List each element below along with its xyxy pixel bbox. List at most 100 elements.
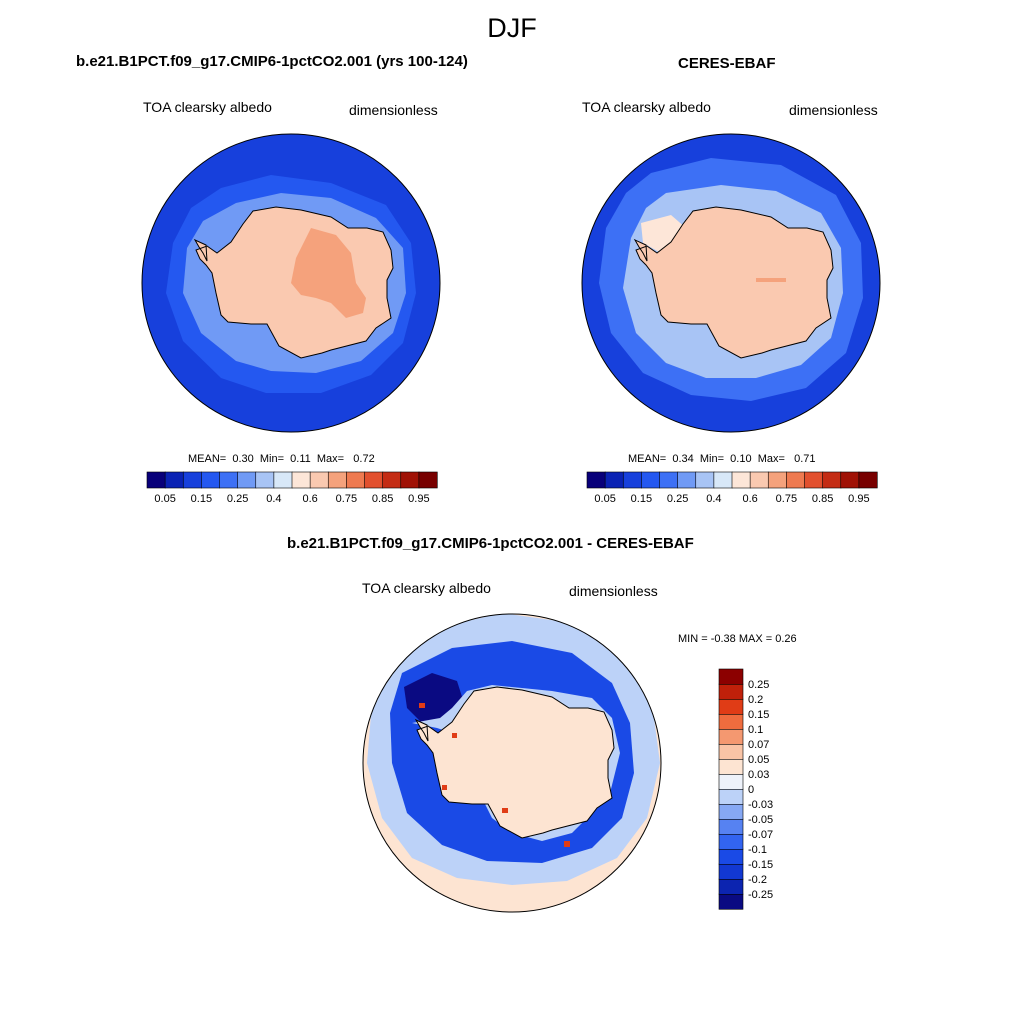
colorbar-1-swatch [327,471,347,489]
colorbar-1-tick-label: 0.85 [372,493,393,505]
colorbar-3-tick-label: 0.25 [748,679,769,691]
hotspot [502,808,508,813]
colorbar-2-swatch [804,471,824,489]
colorbar-3-swatch [718,833,744,850]
colorbars: 0.05 0.15 0.25 0.4 0.6 0.75 0.85 0.95 0.05 0.15 0.… [146,471,878,910]
colorbar-3-tick-label: 0.05 [748,754,769,766]
colorbar-3-swatch [718,698,744,715]
colorbar-1-swatch [346,471,366,489]
colorbar-3-tick-label: -0.25 [748,889,773,901]
panel-3-variable-label: TOA clearsky albedo [362,580,491,596]
colorbar-2-swatch [749,471,769,489]
colorbar-2-tick-label: 0.95 [848,493,869,505]
colorbar-3-tick-label: -0.2 [748,874,767,886]
colorbar-2-swatch [786,471,806,489]
panel-2-variable-label: TOA clearsky albedo [582,99,711,115]
interior-plateau [291,228,366,318]
colorbar-1-tick-label: 0.75 [336,493,357,505]
colorbar-1-tick-label: 0.95 [408,493,429,505]
colorbar-3-tick-label: -0.05 [748,814,773,826]
map-border [581,133,881,433]
panel-1-map [141,133,441,433]
map-border [362,613,662,913]
panel-3-stats: MIN = -0.38 MAX = 0.26 [678,633,797,645]
colorbar-1-swatch [255,471,275,489]
colorbar-3-swatch [718,728,744,745]
colorbar-2-swatch [641,471,661,489]
colorbar-1-tick-label: 0.25 [227,493,248,505]
colorbar-3-tick-label: 0.1 [748,724,763,736]
colorbar-1-swatch [400,471,420,489]
colorbar-1-swatch [309,471,329,489]
panel-2-map [581,133,881,433]
colorbar-2-tick-label: 0.25 [667,493,688,505]
colorbar-1-tick-label: 0.05 [154,493,175,505]
figure-title: DJF [487,13,537,43]
colorbar-3-swatch [718,788,744,805]
panel-1-units-label: dimensionless [349,102,438,118]
panel-1-stats: MEAN= 0.30 Min= 0.11 Max= 0.72 [188,453,375,465]
colorbar-3-tick-label: -0.03 [748,799,773,811]
panel-3-map [362,613,662,913]
colorbar-1-tick-label: 0.4 [266,493,281,505]
colorbar-3-swatch [718,683,744,700]
colorbar-2-swatch [586,471,606,489]
panel-1-title: b.e21.B1PCT.f09_g17.CMIP6-1pctCO2.001 (y… [76,53,468,70]
colorbar-2-swatch [677,471,697,489]
hotspot [419,703,425,708]
colorbar-3-swatch [718,668,744,685]
panel-3-units-label: dimensionless [569,583,658,599]
colorbar-1-tick-label: 0.15 [191,493,212,505]
interior-streak [756,278,786,282]
colorbar-3-swatch [718,743,744,760]
colorbar-1-swatch [418,471,438,489]
colorbar-1-swatch [364,471,384,489]
colorbar-2-swatch [622,471,642,489]
colorbar-1-tick-label: 0.6 [302,493,317,505]
colorbar-2-swatch [713,471,733,489]
panel-2-title: CERES-EBAF [678,55,776,72]
colorbar-1-swatch [201,471,221,489]
colorbar-3-tick-label: 0.2 [748,694,763,706]
colorbar-3-swatch [718,848,744,865]
colorbar-2-tick-label: 0.6 [742,493,757,505]
hotspot [442,785,447,790]
colorbar-3-swatch [718,863,744,880]
colorbar-3-swatch [718,893,744,910]
colorbar-3-tick-label: 0.03 [748,769,769,781]
colorbar-2: 0.05 0.15 0.25 0.4 0.6 0.75 0.85 0.95 [586,471,878,505]
colorbar-3-tick-label: -0.1 [748,844,767,856]
colorbar-2-swatch [767,471,787,489]
map-border [141,133,441,433]
colorbar-3-swatch [718,773,744,790]
panel-3-title: b.e21.B1PCT.f09_g17.CMIP6-1pctCO2.001 - … [287,535,694,552]
colorbar-1-swatch [219,471,239,489]
hotspot [564,841,570,847]
colorbar-1-swatch [291,471,311,489]
colorbar-2-swatch [822,471,842,489]
colorbar-2-swatch [731,471,751,489]
colorbar-2-tick-label: 0.75 [776,493,797,505]
colorbar-2-tick-label: 0.15 [631,493,652,505]
colorbar-1: 0.05 0.15 0.25 0.4 0.6 0.75 0.85 0.95 [146,471,438,505]
colorbar-2-tick-label: 0.4 [706,493,721,505]
panel-1-variable-label: TOA clearsky albedo [143,99,272,115]
colorbar-3-tick-label: 0.15 [748,709,769,721]
colorbar-3-tick-label: -0.07 [748,829,773,841]
colorbar-1-swatch [146,471,166,489]
colorbar-1-swatch [382,471,402,489]
colorbar-3-swatch [718,713,744,730]
colorbar-2-swatch [659,471,679,489]
panel-2-stats: MEAN= 0.34 Min= 0.10 Max= 0.71 [628,453,816,465]
colorbar-1-swatch [237,471,257,489]
colorbar-3-swatch [718,803,744,820]
colorbar-2-swatch [840,471,860,489]
panel-2-units-label: dimensionless [789,102,878,118]
colorbar-3-swatch [718,818,744,835]
colorbar-3-tick-label: 0 [748,784,754,796]
colorbar-3-tick-label: 0.07 [748,739,769,751]
colorbar-2-swatch [604,471,624,489]
colorbar-3: -0.25 -0.2 -0.15 -0.1 -0.07 -0.05 -0.03 0 0.03 0.… [718,668,773,910]
colorbar-1-swatch [273,471,293,489]
